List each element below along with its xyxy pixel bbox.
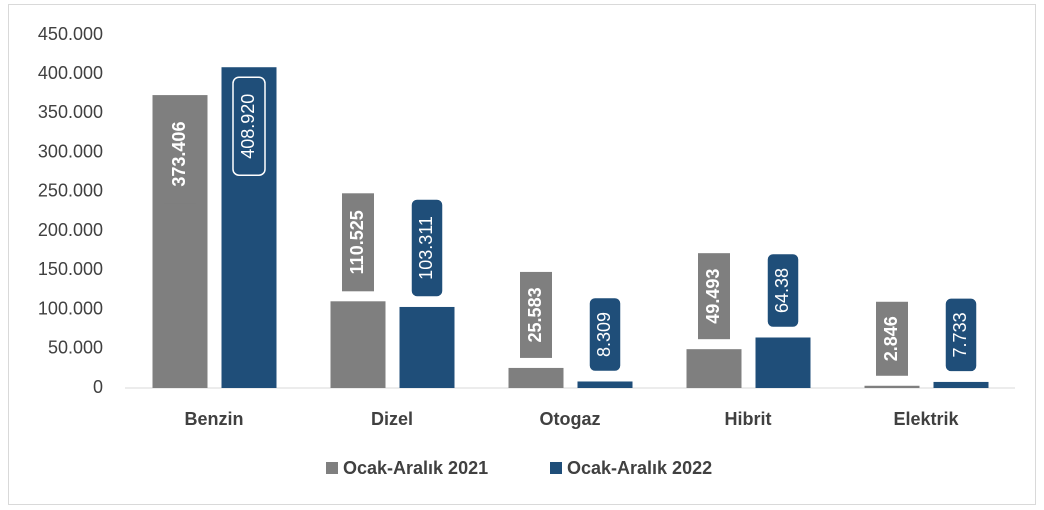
y-tick-label: 450.000 [38,24,103,44]
bar [508,367,564,388]
x-tick-label: Benzin [184,409,243,429]
data-label: 49.493 [703,269,723,324]
y-tick-label: 150.000 [38,259,103,279]
y-tick-label: 400.000 [38,63,103,83]
legend-label: Ocak-Aralık 2022 [567,458,712,478]
label-bg [766,252,800,329]
label-bg [342,193,374,292]
legend-label: Ocak-Aralık 2021 [343,458,488,478]
y-tick-label: 0 [93,377,103,397]
y-tick-label: 50.000 [48,338,103,358]
x-tick-label: Elektrik [893,409,959,429]
label-bg [944,297,978,373]
x-tick-label: Dizel [371,409,413,429]
data-label: 2.846 [881,316,901,361]
label-bg [588,296,622,373]
bar [399,306,455,388]
bar [577,381,633,388]
label-bg [164,105,196,204]
data-label: 7.733 [950,312,970,357]
y-tick-label: 300.000 [38,141,103,161]
data-label: 373.406 [169,122,189,187]
label-bg [232,76,266,176]
x-tick-label: Otogaz [540,409,601,429]
data-label: 103.311 [416,216,436,280]
bar [864,385,920,388]
data-label: 64.38 [772,268,792,313]
data-label: 110.525 [347,210,367,274]
legend-swatch [326,462,338,474]
label-bg [520,271,552,358]
label-bg [410,198,444,298]
bar [933,381,989,388]
bar [330,301,386,388]
label-bg [876,301,908,376]
data-label: 25.583 [525,287,545,342]
y-tick-label: 250.000 [38,181,103,201]
y-tick-label: 350.000 [38,102,103,122]
x-tick-label: Hibrit [725,409,772,429]
y-tick-label: 100.000 [38,298,103,318]
data-label: 8.309 [594,312,614,357]
data-label: 408.920 [238,94,258,159]
bar [686,349,742,388]
legend-swatch [550,462,562,474]
y-tick-label: 200.000 [38,220,103,240]
bar [755,337,811,388]
label-bg [698,253,730,340]
